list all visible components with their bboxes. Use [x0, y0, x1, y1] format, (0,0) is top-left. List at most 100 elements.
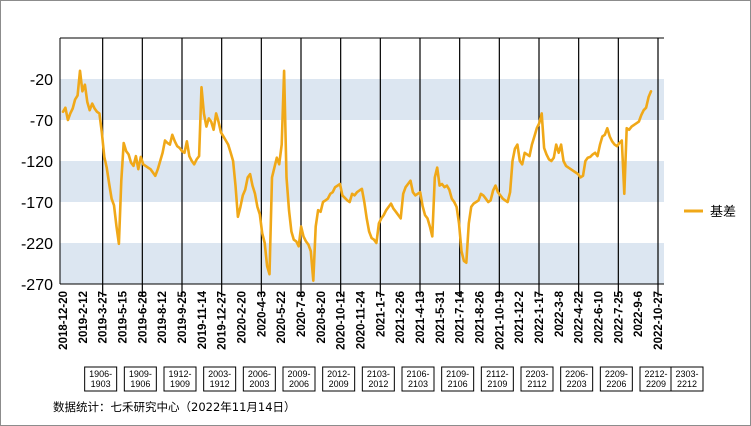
contract-box: 2112-2109 — [480, 366, 514, 392]
x-tick-label: 2021-8-26 — [475, 291, 487, 343]
contract-box-label: 2003 — [249, 379, 269, 389]
contract-box-label: 1909- — [129, 369, 152, 379]
y-tick-label: -120 — [21, 154, 53, 171]
x-tick-label: 2022-7-25 — [613, 290, 625, 343]
contract-box-label: 2303- — [675, 369, 698, 379]
contract-box-label: 1906- — [89, 369, 112, 379]
x-tick-label: 2020-2-20 — [237, 291, 249, 343]
contract-box-label: 2006 — [289, 379, 309, 389]
contract-box-label: 2203 — [567, 379, 587, 389]
contract-box-label: 2203- — [525, 369, 548, 379]
contract-box-border — [441, 366, 475, 392]
x-tick-label: 2021-2-26 — [395, 291, 407, 343]
contract-box-border — [84, 366, 118, 392]
contract-box: 1909-1906 — [123, 366, 157, 392]
contract-box-label: 2112 — [527, 379, 546, 389]
contract-box-label: 2106 — [448, 379, 468, 389]
x-tick-label: 2021-12-2 — [514, 291, 526, 343]
contract-box-label: 1903 — [91, 379, 111, 389]
contract-box: 2203-2112 — [520, 366, 554, 392]
contract-box-label: 2003- — [208, 369, 231, 379]
contract-box-border — [361, 366, 395, 392]
x-tick-label: 2019-9-25 — [177, 290, 189, 343]
contract-box: 2209-2206 — [599, 366, 633, 392]
x-tick-label: 2019-3-27 — [98, 291, 110, 343]
contract-box-next: 2303-2212 — [670, 366, 704, 392]
x-tick-label: 2018-12-20 — [58, 291, 70, 350]
contract-box: 2006-2003 — [242, 366, 276, 392]
contract-box-label: 2209 — [646, 379, 666, 389]
x-tick-label: 2021-10-19 — [494, 291, 506, 350]
series-line-basis — [61, 69, 653, 283]
source-note: 数据统计：七禾研究中心（2022年11月14日） — [53, 400, 296, 414]
contract-box-border — [322, 366, 356, 392]
grid-band — [60, 79, 664, 120]
contract-box-label: 2006- — [248, 369, 271, 379]
x-tick-label: 2022-6-10 — [594, 291, 606, 343]
x-tick-label: 2020-10-12 — [336, 291, 348, 350]
x-tick-label: 2020-11-24 — [356, 290, 368, 349]
x-tick-label: 2019-5-15 — [118, 290, 130, 343]
contract-box-border — [670, 366, 704, 392]
x-tick-label: 2019-6-28 — [137, 290, 149, 343]
contract-box: 2003-1912 — [203, 366, 237, 392]
contract-box: 2009-2006 — [282, 366, 316, 392]
contract-box-border — [203, 366, 237, 392]
y-tick-label: -270 — [21, 277, 53, 294]
contract-box-border — [282, 366, 316, 392]
x-tick-label: 2022-10-27 — [653, 291, 665, 350]
contract-box-label: 2009 — [329, 379, 349, 389]
contract-box-label: 1906 — [130, 379, 150, 389]
contract-box-label: 2206 — [606, 379, 626, 389]
contract-box: 2012-2009 — [322, 366, 356, 392]
contract-box-border — [242, 366, 276, 392]
contract-box-label: 2012- — [327, 369, 350, 379]
contract-box-label: 2112- — [486, 369, 508, 379]
contract-box-border — [639, 366, 673, 392]
contract-box-border — [560, 366, 594, 392]
contract-box: 2103-2012 — [361, 366, 395, 392]
contract-box-label: 2212- — [644, 369, 667, 379]
x-tick-label: 2022-4-22 — [574, 291, 586, 343]
contract-box: 1906-1903 — [84, 366, 118, 392]
x-tick-label: 2019-8-12 — [157, 291, 169, 343]
x-tick-label: 2022-1-17 — [534, 291, 546, 343]
y-tick-label: -20 — [30, 72, 53, 89]
x-tick-label: 2020-7-8 — [296, 290, 308, 337]
x-tick-label: 2020-4-3 — [256, 291, 268, 337]
contract-box: 1912-1909 — [163, 366, 197, 392]
contract-box-label: 2209- — [605, 369, 628, 379]
contract-box-border — [599, 366, 633, 392]
contract-box-label: 1912- — [168, 369, 191, 379]
contract-box-label: 2103 — [408, 379, 428, 389]
contract-box-border — [401, 366, 435, 392]
contract-box: 2106-2103 — [401, 366, 435, 392]
contract-box: 2212-2209 — [639, 366, 673, 392]
x-tick-label: 2022-3-8 — [554, 290, 566, 337]
contract-box: 2206-2203 — [560, 366, 594, 392]
contract-box-label: 2012 — [368, 379, 388, 389]
x-tick-label: 2021-1-7 — [375, 291, 387, 337]
x-tick-label: 2020-5-22 — [276, 291, 288, 343]
contract-box-label: 2103- — [367, 369, 390, 379]
y-tick-label: -220 — [21, 236, 53, 253]
contract-box-border — [480, 366, 514, 392]
grid-band — [60, 243, 664, 284]
contract-box-label: 2009- — [287, 369, 310, 379]
x-tick-label: 2021-4-13 — [415, 291, 427, 343]
contract-box-border — [123, 366, 157, 392]
x-tick-label: 2019-2-12 — [78, 291, 90, 343]
x-tick-label: 2020-8-20 — [316, 291, 328, 343]
contract-box-label: 2212 — [677, 379, 697, 389]
x-tick-label: 2022-9-6 — [633, 291, 645, 337]
contract-box: 2109-2106 — [441, 366, 475, 392]
contract-box-label: 2106- — [406, 369, 429, 379]
y-tick-label: -170 — [21, 195, 53, 212]
contract-box-label: 2109- — [446, 369, 469, 379]
x-tick-label: 2019-12-27 — [217, 291, 229, 350]
x-tick-label: 2019-11-14 — [197, 290, 209, 349]
contract-box-label: 1912 — [210, 379, 230, 389]
contract-box-border — [163, 366, 197, 392]
